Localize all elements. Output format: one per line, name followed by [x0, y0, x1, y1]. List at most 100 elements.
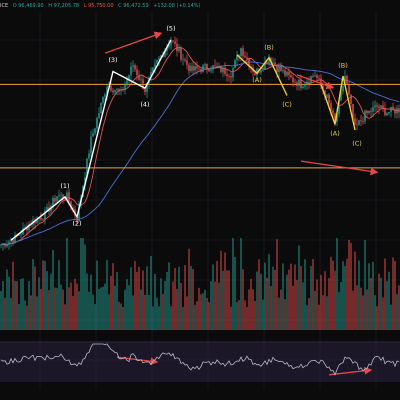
volume-bar [178, 266, 180, 330]
wave-paths[interactable] [10, 39, 356, 241]
volume-bar [384, 258, 386, 330]
volume-bar [240, 238, 242, 330]
volume-bar [258, 259, 260, 330]
volume-bar [360, 287, 362, 330]
candle-body [182, 59, 184, 61]
candle-body [40, 218, 42, 220]
candle-body [242, 48, 244, 56]
volume-bar [226, 270, 228, 330]
candles [0, 36, 400, 251]
symbol-label: ICE [0, 3, 9, 9]
volume-bar [110, 275, 112, 330]
candle-body [312, 76, 314, 77]
candle-body [190, 66, 192, 72]
candle-body [144, 89, 146, 92]
candle-body [334, 113, 336, 122]
candle-body [102, 96, 104, 103]
candle-body [42, 219, 44, 221]
volume-bar [230, 306, 232, 330]
volume-bar [380, 277, 382, 330]
candle-body [246, 57, 248, 60]
volume-bar [212, 264, 214, 330]
candle-body [28, 224, 30, 231]
volume-bar [316, 279, 318, 330]
candle-body [88, 153, 90, 159]
volume-bar [158, 306, 160, 330]
volume-bar [290, 263, 292, 330]
volume-bar [234, 256, 236, 330]
moving-average-line [0, 46, 400, 246]
volume-bar [166, 271, 168, 330]
volume-bar [172, 281, 174, 330]
candle-body [354, 117, 356, 125]
volume-bar [30, 295, 32, 330]
candle-body [244, 55, 246, 58]
volume-bar [308, 298, 310, 330]
volume-bar [382, 297, 384, 330]
candle-body [8, 241, 10, 245]
candle-body [348, 84, 350, 95]
volume-bar [346, 258, 348, 330]
indicator-line [0, 343, 400, 376]
candle-body [396, 108, 398, 114]
candle-body [370, 110, 372, 112]
volume-bar [236, 302, 238, 330]
candle-body [152, 67, 154, 72]
candle-body [78, 204, 80, 221]
moving-average-line [0, 61, 400, 246]
candle-body [132, 65, 134, 67]
candle-body [296, 82, 298, 86]
volume-bar [266, 277, 268, 330]
candle-body [264, 62, 266, 70]
volume-bar [244, 300, 246, 330]
volume-bar [88, 291, 90, 330]
candle-body [46, 207, 48, 211]
volume-bar [164, 280, 166, 330]
candle-body [100, 102, 102, 114]
candle-body [376, 105, 378, 107]
volume-bar [64, 304, 66, 330]
volume-bar [124, 289, 126, 330]
volume-bar [128, 285, 130, 330]
volume-bar [50, 273, 52, 330]
volume-bar [162, 294, 164, 330]
low-value: L 95,750.00 [83, 3, 114, 9]
candle-body [268, 57, 270, 64]
candle-body [94, 128, 96, 134]
candle-body [206, 64, 208, 70]
volume-bar [276, 239, 278, 330]
volume-bar [36, 296, 38, 330]
candle-body [0, 244, 2, 246]
candle-body [86, 158, 88, 178]
volume-bar [340, 282, 342, 330]
volume-bar [176, 288, 178, 330]
candle-body [112, 90, 114, 93]
volume-bar [224, 252, 226, 330]
candle-body [290, 75, 292, 78]
volume-bar [350, 242, 352, 330]
candle-body [234, 60, 236, 68]
candle-body [382, 105, 384, 108]
wave-label: (A) [330, 130, 340, 138]
volume-bar [102, 286, 104, 330]
candle-body [154, 63, 156, 68]
volume-bar [62, 289, 64, 330]
impulse-wave-path [10, 39, 172, 241]
volume-bar [190, 266, 192, 330]
volume-bar [298, 245, 300, 330]
volume-bar [0, 291, 2, 330]
volume-bar [14, 280, 16, 330]
volume-bar [42, 260, 44, 330]
volume-bar [72, 296, 74, 330]
candle-body [172, 40, 174, 42]
candle-body [20, 234, 22, 236]
volume-bar [70, 282, 72, 330]
volume-bar [388, 271, 390, 330]
volume-bar [130, 267, 132, 330]
volume-bar [204, 289, 206, 330]
volume-bar [264, 262, 266, 330]
volume-bar [46, 271, 48, 330]
candle-body [390, 106, 392, 113]
candle-body [178, 48, 180, 52]
